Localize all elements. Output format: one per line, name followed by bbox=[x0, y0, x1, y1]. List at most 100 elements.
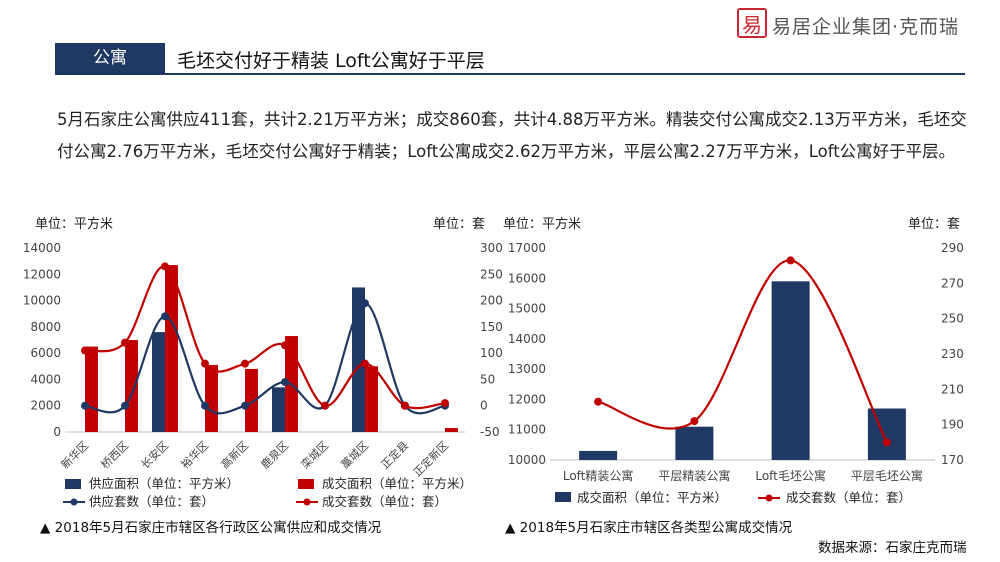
legend-label: 成交套数（单位：套） bbox=[786, 490, 911, 505]
section-title: 毛坯交付好于精装 Loft公寓好于平层 bbox=[177, 50, 485, 72]
deal-count-point bbox=[281, 341, 289, 350]
deal-count-line bbox=[84, 265, 446, 410]
right-y-tick-label: 300 bbox=[480, 241, 503, 255]
left-y-tick-label: 16000 bbox=[508, 271, 546, 285]
left-y-tick-label: 6000 bbox=[30, 346, 61, 360]
legend-swatch bbox=[298, 479, 314, 489]
right-y-tick-label: -50 bbox=[480, 425, 500, 439]
deal-area-bar bbox=[365, 366, 378, 432]
right-y-tick-label: 270 bbox=[941, 276, 964, 290]
deal-count-point bbox=[241, 359, 249, 368]
legend-swatch bbox=[555, 492, 571, 502]
right-y-tick-label: 170 bbox=[941, 453, 964, 467]
left-y-tick-label: 13000 bbox=[508, 362, 546, 376]
left-chart-unit-right: 单位：套 bbox=[433, 217, 486, 232]
deal-area-bar bbox=[675, 426, 714, 460]
left-y-tick-label: 17000 bbox=[508, 241, 546, 255]
legend-label: 成交面积（单位：平方米） bbox=[577, 490, 727, 505]
left-y-tick-label: 0 bbox=[53, 425, 61, 439]
data-source: 数据来源：石家庄克而瑞 bbox=[818, 540, 967, 556]
x-tick-label: Loft毛坯公寓 bbox=[755, 468, 826, 483]
left-y-tick-label: 14000 bbox=[508, 332, 546, 346]
section-divider bbox=[55, 73, 965, 75]
right-y-tick-label: 250 bbox=[480, 267, 503, 281]
left-y-tick-label: 14000 bbox=[23, 241, 61, 255]
deal-count-point bbox=[690, 417, 699, 426]
legend-marker bbox=[765, 494, 773, 502]
right-chart-unit-right: 单位：套 bbox=[908, 217, 961, 232]
deal-count-point bbox=[401, 401, 409, 410]
deal-area-bar bbox=[445, 428, 458, 432]
supply-count-line bbox=[84, 302, 446, 415]
deal-count-point bbox=[882, 438, 891, 447]
deal-area-bar bbox=[771, 281, 810, 460]
summary-paragraph: 5月石家庄公寓供应411套，共计2.21万平方米；成交860套，共计4.88万平… bbox=[57, 110, 967, 161]
legend-label: 成交面积（单位：平方米） bbox=[322, 476, 472, 491]
x-tick-label: 平层毛坯公寓 bbox=[851, 468, 923, 483]
deal-count-point bbox=[161, 262, 169, 271]
supply-count-point bbox=[201, 401, 209, 410]
right-y-tick-label: 100 bbox=[480, 346, 503, 360]
left-y-tick-label: 4000 bbox=[30, 372, 61, 386]
left-y-tick-label: 10000 bbox=[23, 294, 61, 308]
legend-swatch bbox=[65, 479, 81, 489]
supply-count-point bbox=[81, 401, 89, 410]
deal-count-point bbox=[81, 346, 89, 355]
right-y-tick-label: 0 bbox=[480, 399, 488, 413]
deal-count-point bbox=[361, 359, 369, 368]
right-chart-caption: ▲ 2018年5月石家庄市辖区各类型公寓成交情况 bbox=[505, 520, 793, 536]
deal-area-bar bbox=[245, 368, 258, 432]
left-y-tick-label: 11000 bbox=[508, 423, 546, 437]
legend-marker bbox=[70, 498, 78, 506]
right-y-tick-label: 150 bbox=[480, 320, 503, 334]
right-y-tick-label: 250 bbox=[941, 312, 964, 326]
x-tick-label: 平层精装公寓 bbox=[658, 468, 730, 483]
right-y-tick-label: 200 bbox=[480, 294, 503, 308]
right-chart-unit-left: 单位：平方米 bbox=[503, 217, 582, 232]
left-y-tick-label: 8000 bbox=[30, 320, 61, 334]
supply-count-point bbox=[361, 299, 369, 308]
deal-count-point bbox=[786, 256, 795, 265]
section-tag: 公寓 bbox=[55, 43, 165, 73]
legend-marker bbox=[303, 498, 311, 506]
right-y-tick-label: 190 bbox=[941, 418, 964, 432]
left-y-tick-label: 12000 bbox=[23, 267, 61, 281]
deal-count-point bbox=[121, 338, 129, 347]
right-y-tick-label: 50 bbox=[480, 372, 495, 386]
deal-area-bar bbox=[85, 346, 98, 432]
deal-count-point bbox=[201, 359, 209, 368]
left-chart-caption: ▲ 2018年5月石家庄市辖区各行政区公寓供应和成交情况 bbox=[40, 520, 382, 536]
left-y-tick-label: 10000 bbox=[508, 453, 546, 467]
supply-count-point bbox=[161, 312, 169, 321]
supply-count-point bbox=[121, 401, 129, 410]
legend-label: 成交套数（单位：套） bbox=[322, 494, 447, 509]
right-y-tick-label: 230 bbox=[941, 347, 964, 361]
right-y-tick-label: 210 bbox=[941, 382, 964, 396]
legend-label: 供应面积（单位：平方米） bbox=[89, 476, 239, 491]
right-y-tick-label: 290 bbox=[941, 241, 964, 255]
supply-count-point bbox=[241, 401, 249, 410]
supply-area-bar bbox=[272, 387, 285, 432]
left-y-tick-label: 12000 bbox=[508, 392, 546, 406]
supply-count-point bbox=[281, 378, 289, 387]
deal-count-point bbox=[594, 397, 603, 406]
left-y-tick-label: 2000 bbox=[30, 399, 61, 413]
deal-area-bar bbox=[867, 408, 906, 460]
deal-count-point bbox=[441, 399, 449, 408]
brand-logo-icon: 易 bbox=[737, 8, 767, 38]
x-tick-label: Loft精装公寓 bbox=[563, 468, 634, 483]
deal-count-point bbox=[321, 401, 329, 410]
deal-area-bar bbox=[205, 364, 218, 432]
legend-label: 供应套数（单位：套） bbox=[89, 494, 214, 509]
supply-area-bar bbox=[152, 332, 165, 432]
left-chart-unit-left: 单位：平方米 bbox=[35, 217, 114, 232]
deal-area-bar bbox=[165, 265, 178, 432]
deal-area-bar bbox=[579, 450, 618, 460]
brand-name: 易居企业集团·克而瑞 bbox=[772, 16, 960, 38]
left-y-tick-label: 15000 bbox=[508, 302, 546, 316]
deal-count-line bbox=[597, 259, 888, 443]
supply-area-bar bbox=[352, 287, 365, 432]
deal-area-bar bbox=[125, 340, 138, 432]
